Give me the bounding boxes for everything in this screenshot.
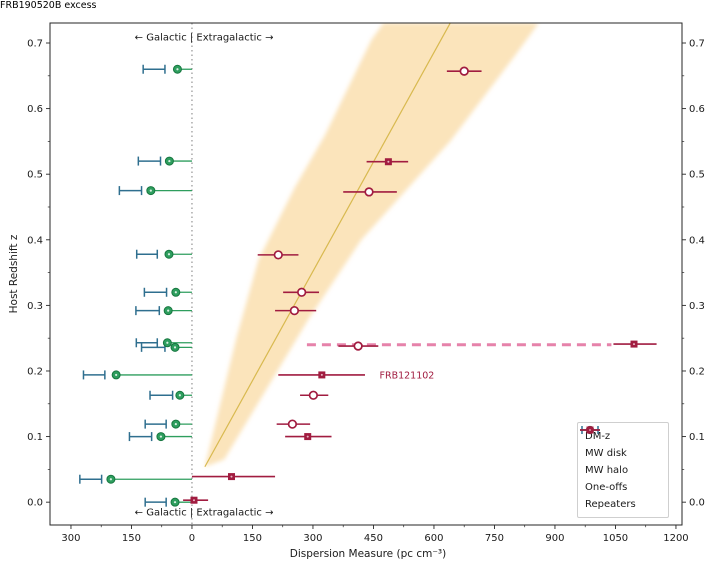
mw-disk-marker-dot (167, 309, 170, 312)
dm-z-band (204, 23, 539, 467)
plot-area (79, 23, 657, 525)
dm-z-line (204, 23, 451, 468)
galactic-extragalactic-top-label: ← Galactic | Extragalactic → (134, 32, 274, 44)
mw-disk-marker-dot (168, 159, 171, 163)
one-off-marker (273, 250, 283, 260)
one-off-marker (459, 66, 469, 76)
x-tick-label: 1050 (603, 533, 628, 544)
y-tick-label-right: 0.4 (689, 235, 705, 246)
y-tick-label-left: 0.7 (27, 39, 43, 50)
x-tick-label: 900 (545, 533, 564, 544)
x-axis-ticks: 300 150 0 150 300 450 600 750 900 1050 1200 (61, 525, 689, 544)
mw-disk-marker-dot (166, 341, 169, 344)
y-tick-label-right: 0.1 (689, 432, 705, 443)
mw-disk-marker-dot (178, 394, 181, 397)
y-tick-label-left: 0.2 (27, 366, 43, 377)
one-off-marker (308, 390, 319, 400)
x-tick-label: 300 (303, 533, 322, 544)
x-tick-label: 1200 (663, 533, 688, 544)
y-tick-label-right: 0.0 (689, 498, 705, 509)
repeater-marker-dot (306, 435, 309, 438)
mw-disk-marker-dot (173, 346, 177, 349)
y-tick-label-right: 0.2 (689, 366, 705, 377)
mw-disk-marker-dot (174, 423, 177, 426)
repeater-marker-dot (320, 373, 323, 376)
mw-disk-marker-dot (159, 435, 163, 438)
mw-disk-marker-dot (167, 253, 171, 256)
repeater-marker-dot (387, 160, 390, 163)
legend: DM-z MW disk MW halo One-offs Repeaters (577, 422, 669, 518)
x-axis-label: Dispersion Measure (pc cm⁻³) (289, 548, 447, 560)
legend-label-dm-z: DM-z (585, 431, 611, 442)
legend-row-mw-halo: MW halo (581, 426, 661, 479)
legend-label-repeaters: Repeaters (585, 499, 636, 510)
repeater-marker-dot (633, 343, 636, 346)
legend-row-one-offs: One-offs (580, 425, 661, 496)
repeaters-marker-icon (580, 426, 600, 434)
galactic-extragalactic-bottom-label: ← Galactic | Extragalactic → (134, 507, 274, 519)
x-tick-label: 600 (424, 533, 443, 544)
y-tick-label-left: 0.6 (27, 104, 43, 115)
repeater-marker-dot (192, 499, 195, 502)
one-off-marker (297, 287, 307, 297)
repeater-marker-dot (230, 475, 233, 478)
x-tick-label: 150 (122, 533, 141, 544)
y-tick-label-right: 0.6 (689, 104, 705, 115)
mw-disk-marker-dot (173, 501, 177, 504)
legend-row-mw-disk: MW disk (580, 425, 661, 462)
y-axis-label: Host Redshift z (8, 234, 20, 314)
frb190520b-excess-label: FRB190520B excess (0, 0, 97, 11)
x-tick-label: 750 (485, 533, 504, 544)
one-offs-series (257, 66, 482, 429)
legend-label-one-offs: One-offs (585, 482, 628, 493)
one-off-marker (353, 341, 363, 351)
mw-disk-marker-dot (109, 478, 113, 481)
x-tick-label: 300 (61, 533, 80, 544)
mw-disk-series (106, 64, 192, 507)
y-tick-label-left: 0.4 (27, 235, 43, 246)
mw-halo-series (79, 64, 174, 507)
one-off-marker (364, 187, 374, 197)
y-tick-label-left: 0.5 (27, 170, 43, 181)
y-tick-label-left: 0.3 (27, 301, 43, 312)
x-tick-label: 450 (364, 533, 383, 544)
mw-disk-marker-dot (174, 291, 177, 294)
one-off-marker (289, 305, 300, 316)
y-tick-label-left: 0.0 (27, 498, 43, 509)
legend-label-mw-halo: MW halo (585, 465, 629, 476)
repeaters-series (183, 158, 657, 504)
x-tick-label: 150 (243, 533, 262, 544)
one-off-marker (287, 419, 298, 429)
y-tick-label-left: 0.1 (27, 432, 43, 443)
y-tick-label-right: 0.7 (689, 39, 705, 50)
mw-disk-marker-dot (149, 189, 152, 192)
frb121102-label: FRB121102 (379, 370, 435, 382)
mw-disk-marker-dot (176, 68, 179, 71)
mw-disk-marker-dot (115, 373, 118, 377)
y-axis-ticks: 0.0 0.0 0.1 0.1 0.2 0.2 0.3 0.3 0.4 0.4 0.5 0.5 0.6 0… (27, 39, 705, 509)
y-tick-label-right: 0.3 (689, 301, 705, 312)
legend-label-mw-disk: MW disk (585, 448, 627, 459)
x-tick-label: 0 (189, 533, 195, 544)
plot-border (49, 22, 683, 526)
y-tick-label-right: 0.5 (689, 170, 705, 181)
legend-row-repeaters: Repeaters (580, 426, 661, 513)
